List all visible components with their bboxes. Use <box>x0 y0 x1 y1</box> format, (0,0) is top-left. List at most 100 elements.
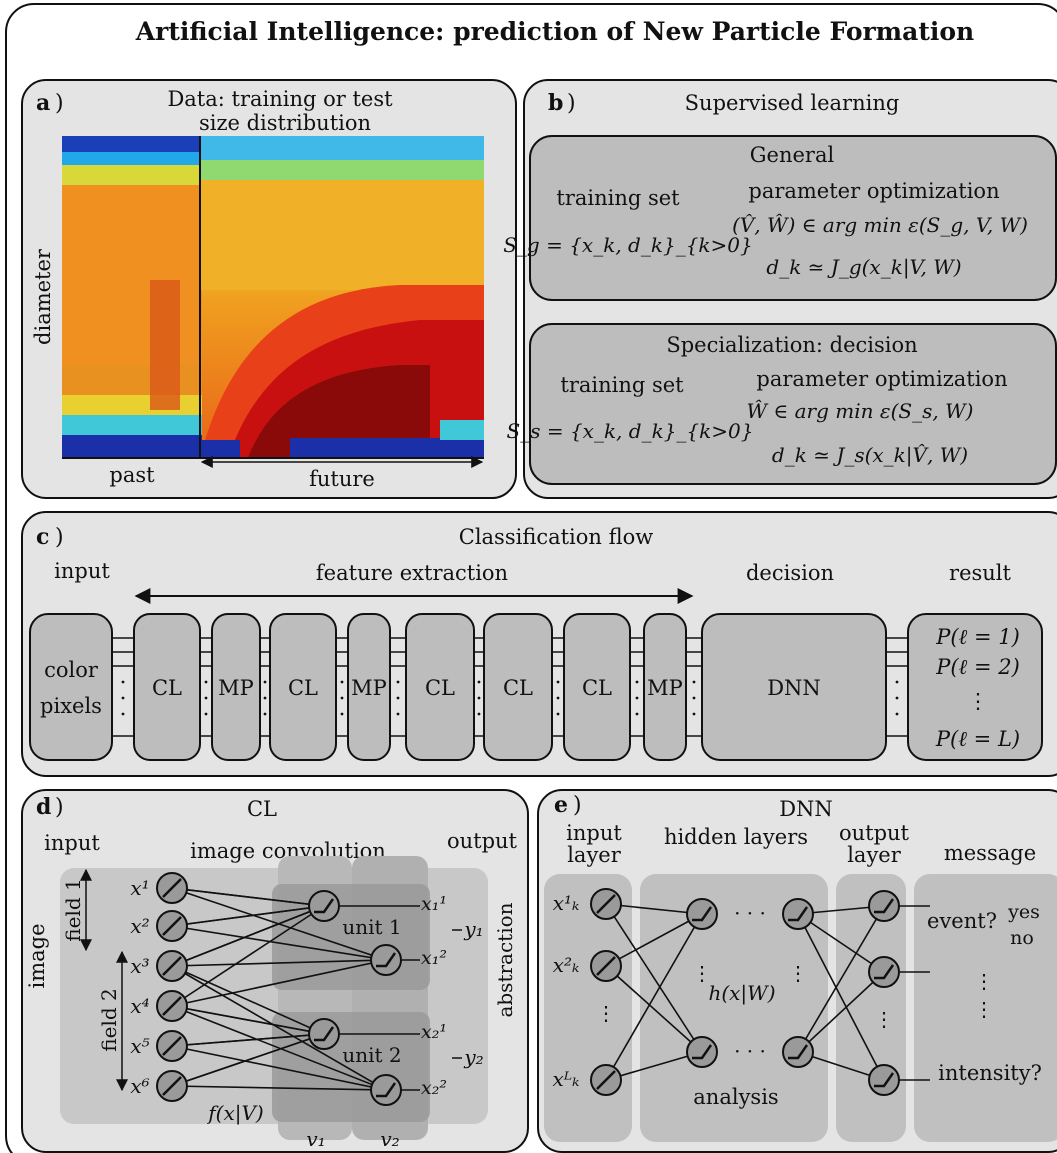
conv-link <box>171 925 387 961</box>
panel-d: d ) CL input image convolution output im… <box>21 789 529 1153</box>
input-layer-2: layer <box>567 843 622 867</box>
dnn-output-node-3 <box>868 1064 900 1096</box>
special-param-label: parameter optimization <box>756 367 1007 391</box>
panel-d-label: d <box>36 794 51 820</box>
flow-dot <box>556 680 560 684</box>
flow-dot <box>477 680 481 684</box>
conv-input-label-2: x² <box>130 914 149 938</box>
svg-text:): ) <box>55 795 64 820</box>
flow-dot <box>895 696 899 700</box>
dnn-output-node-2 <box>868 956 900 988</box>
svg-text:): ) <box>55 91 64 116</box>
special-title: Specialization: decision <box>666 333 917 357</box>
vertical-dots: ⋮ <box>788 961 808 985</box>
conv-link <box>171 965 387 1091</box>
panel-a-label: a <box>36 90 50 116</box>
dnn-input-label-3: xᴸₖ <box>553 1067 580 1091</box>
f-label: f(x|V) <box>206 1101 263 1126</box>
flow-dot <box>396 712 400 716</box>
hidden-layers-label: hidden layers <box>664 825 808 849</box>
vertical-dots: ⋮ <box>692 961 712 985</box>
conv-link <box>171 905 325 1007</box>
flow-dot <box>635 696 639 700</box>
dnn-link <box>605 903 703 1053</box>
past-label: past <box>109 463 155 487</box>
panel-b-title: Supervised learning <box>685 91 900 115</box>
flow-block-6 <box>483 613 553 761</box>
flow-block-7 <box>563 613 631 761</box>
conv-unit-node-4 <box>370 1074 402 1106</box>
conv-input-label-6: x⁶ <box>130 1074 149 1098</box>
intensity-label: intensity? <box>938 1061 1042 1085</box>
convolution-nodes: x¹ x² x³ x⁴ x⁵ x⁶ x₁¹ x₁² x₂¹ x₂² y₁ y₂ <box>130 872 484 1106</box>
conv-output-label-4: x₂² <box>421 1077 447 1099</box>
dnn-hidden-node-2-glyph <box>692 1044 713 1060</box>
result-label: result <box>949 561 1011 585</box>
flow-dot <box>895 712 899 716</box>
input-box-line2: pixels <box>40 694 102 718</box>
vertical-dots: ⋮ <box>874 1007 894 1031</box>
conv-input-node-6-glyph <box>162 1076 182 1096</box>
general-model: d_k ≃ J_g(x_k|V, W) <box>766 255 961 280</box>
dnn-label: DNN <box>767 676 821 700</box>
hidden-dots: · · · <box>734 1039 766 1063</box>
diameter-label: diameter <box>31 248 55 345</box>
feature-extraction-label: feature extraction <box>316 561 508 585</box>
flow-connections <box>112 637 908 737</box>
flow-block-label-4: MP <box>351 676 387 700</box>
general-training-set: training set <box>556 186 680 210</box>
flow-dot <box>204 712 208 716</box>
input-box-line1: color <box>44 658 99 682</box>
dnn-nodes: x¹ₖ x²ₖ xᴸₖ <box>553 888 900 1096</box>
flow-block-label-6: CL <box>503 676 533 700</box>
flow-dot <box>692 712 696 716</box>
v2-label: v₂ <box>380 1127 399 1151</box>
dnn-input-node-2-glyph <box>596 956 616 976</box>
conv-unit-node-3 <box>308 1018 340 1050</box>
flow-dot <box>635 680 639 684</box>
flow-blocks: CL MP CL MP CL CL CL MP <box>133 613 687 761</box>
dnn-box <box>701 613 887 761</box>
panel-d-input: input <box>44 831 100 855</box>
flow-block-label-8: MP <box>647 676 683 700</box>
panel-e: e ) DNN input layer hidden layers output… <box>537 789 1057 1153</box>
field-2-label: field 2 <box>97 988 121 1051</box>
analysis-label: analysis <box>693 1085 778 1109</box>
result-dots: ⋮ <box>968 689 989 713</box>
y-label-2: y₂ <box>463 1045 483 1069</box>
flow-block-5 <box>405 613 475 761</box>
conv-link <box>171 959 387 1007</box>
output-layer-2: layer <box>847 843 902 867</box>
conv-link <box>171 905 325 927</box>
panel-e-title: DNN <box>779 797 833 821</box>
flow-dot <box>121 696 125 700</box>
input-pixels-box <box>29 613 113 761</box>
svg-text:⋮: ⋮ <box>974 969 994 993</box>
result-1: P(ℓ = 1) <box>935 625 1020 649</box>
conv-input-label-5: x⁵ <box>130 1034 149 1058</box>
panel-d-output: output <box>447 829 518 853</box>
dnn-hidden-node-4-glyph <box>788 1044 809 1060</box>
size-distribution-heatmap <box>62 136 484 458</box>
abstraction-label: abstraction <box>493 902 517 1017</box>
flow-dot <box>121 712 125 716</box>
conv-unit-node-2 <box>370 944 402 976</box>
flow-dot <box>477 696 481 700</box>
dnn-input-node-1-glyph <box>596 894 616 914</box>
dnn-output-node-1 <box>868 890 900 922</box>
dnn-hidden-node-1-glyph <box>692 906 713 922</box>
field-1-label: field 1 <box>61 878 85 941</box>
unit-2-label: unit 2 <box>342 1043 401 1067</box>
dnn-output-node-2-glyph <box>874 964 895 980</box>
panel-b-label: b <box>548 90 563 116</box>
panel-a-title-2: size distribution <box>199 111 371 135</box>
dnn-hidden-node-4 <box>782 1036 814 1068</box>
dnn-hidden-node-3 <box>782 898 814 930</box>
panel-c-title: Classification flow <box>459 525 654 549</box>
flow-dot <box>396 696 400 700</box>
future-label: future <box>309 467 375 491</box>
hidden-dots: · · · <box>734 901 766 925</box>
conv-input-label-4: x⁴ <box>130 994 149 1018</box>
dnn-hidden-node-2 <box>686 1036 718 1068</box>
